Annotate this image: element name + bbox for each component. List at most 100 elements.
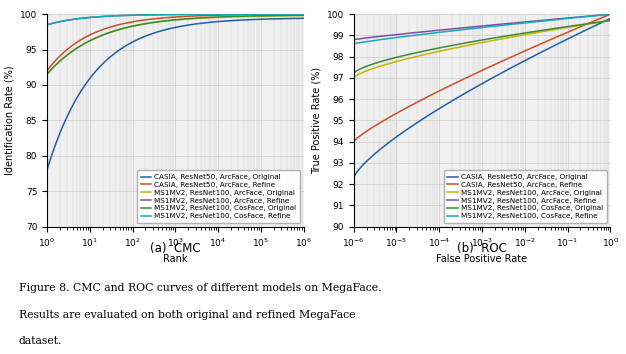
MS1MV2, ResNet100, ArcFace, Original — [59, 57, 66, 61]
CASIA, ResNet50, ArcFace, Refine — [43, 69, 51, 73]
MS1MV2, ResNet100, CosFace, Refine — [192, 12, 200, 17]
MS1MV2, ResNet100, ArcFace, Original — [207, 16, 214, 20]
MS1MV2, ResNet100, CosFace, Refine — [199, 12, 207, 16]
MS1MV2, ResNet100, CosFace, Original — [607, 18, 614, 23]
CASIA, ResNet50, ArcFace, Refine — [192, 14, 200, 18]
MS1MV2, ResNet100, CosFace, Original — [499, 34, 506, 39]
MS1MV2, ResNet100, ArcFace, Refine — [59, 19, 66, 23]
Line: MS1MV2, ResNet100, ArcFace, Original: MS1MV2, ResNet100, ArcFace, Original — [354, 21, 610, 78]
MS1MV2, ResNet100, CosFace, Refine — [300, 12, 307, 16]
CASIA, ResNet50, ArcFace, Refine — [207, 13, 214, 18]
X-axis label: Rank: Rank — [163, 254, 188, 264]
MS1MV2, ResNet100, CosFace, Refine — [366, 39, 373, 43]
MS1MV2, ResNet100, ArcFace, Refine — [506, 21, 513, 25]
Y-axis label: True Positive Rate (%): True Positive Rate (%) — [311, 67, 321, 174]
MS1MV2, ResNet100, CosFace, Refine — [607, 12, 614, 16]
Line: MS1MV2, ResNet100, ArcFace, Refine: MS1MV2, ResNet100, ArcFace, Refine — [354, 14, 610, 40]
Line: CASIA, ResNet50, ArcFace, Original: CASIA, ResNet50, ArcFace, Original — [47, 18, 304, 170]
MS1MV2, ResNet100, CosFace, Original — [366, 63, 373, 67]
CASIA, ResNet50, ArcFace, Original — [192, 22, 200, 26]
MS1MV2, ResNet100, ArcFace, Refine — [207, 12, 214, 16]
MS1MV2, ResNet100, CosFace, Original — [238, 14, 245, 18]
MS1MV2, ResNet100, ArcFace, Original — [513, 34, 521, 38]
MS1MV2, ResNet100, ArcFace, Original — [199, 16, 207, 20]
Line: CASIA, ResNet50, ArcFace, Refine: CASIA, ResNet50, ArcFace, Refine — [354, 14, 610, 142]
MS1MV2, ResNet100, CosFace, Original — [545, 27, 552, 32]
CASIA, ResNet50, ArcFace, Original — [499, 70, 506, 74]
CASIA, ResNet50, ArcFace, Refine — [513, 52, 521, 57]
CASIA, ResNet50, ArcFace, Refine — [264, 12, 272, 17]
MS1MV2, ResNet100, ArcFace, Original — [264, 14, 272, 18]
MS1MV2, ResNet100, CosFace, Original — [571, 23, 578, 28]
Line: CASIA, ResNet50, ArcFace, Original: CASIA, ResNet50, ArcFace, Original — [354, 18, 610, 178]
CASIA, ResNet50, ArcFace, Original — [199, 21, 207, 25]
MS1MV2, ResNet100, ArcFace, Refine — [571, 15, 578, 19]
MS1MV2, ResNet100, CosFace, Original — [43, 72, 51, 76]
Legend: CASIA, ResNet50, ArcFace, Original, CASIA, ResNet50, ArcFace, Refine, MS1MV2, Re: CASIA, ResNet50, ArcFace, Original, CASI… — [137, 170, 300, 223]
MS1MV2, ResNet100, CosFace, Refine — [499, 23, 506, 27]
MS1MV2, ResNet100, ArcFace, Refine — [513, 21, 521, 25]
MS1MV2, ResNet100, ArcFace, Original — [571, 24, 578, 28]
CASIA, ResNet50, ArcFace, Refine — [238, 13, 245, 17]
Line: MS1MV2, ResNet100, ArcFace, Refine: MS1MV2, ResNet100, ArcFace, Refine — [47, 14, 304, 25]
CASIA, ResNet50, ArcFace, Original — [607, 16, 614, 21]
MS1MV2, ResNet100, ArcFace, Original — [545, 29, 552, 33]
MS1MV2, ResNet100, ArcFace, Original — [238, 15, 245, 19]
Text: (b)  ROC: (b) ROC — [457, 242, 507, 256]
MS1MV2, ResNet100, CosFace, Refine — [506, 22, 513, 27]
CASIA, ResNet50, ArcFace, Original — [207, 20, 214, 24]
MS1MV2, ResNet100, ArcFace, Refine — [545, 18, 552, 22]
MS1MV2, ResNet100, CosFace, Original — [506, 33, 513, 38]
MS1MV2, ResNet100, ArcFace, Refine — [238, 12, 245, 16]
CASIA, ResNet50, ArcFace, Original — [43, 168, 51, 172]
MS1MV2, ResNet100, ArcFace, Original — [43, 72, 51, 76]
CASIA, ResNet50, ArcFace, Refine — [571, 27, 578, 32]
CASIA, ResNet50, ArcFace, Original — [506, 67, 513, 71]
MS1MV2, ResNet100, ArcFace, Refine — [199, 12, 207, 16]
MS1MV2, ResNet100, ArcFace, Original — [192, 16, 200, 21]
Line: MS1MV2, ResNet100, CosFace, Refine: MS1MV2, ResNet100, CosFace, Refine — [354, 14, 610, 44]
CASIA, ResNet50, ArcFace, Refine — [607, 12, 614, 16]
MS1MV2, ResNet100, CosFace, Original — [192, 16, 200, 20]
MS1MV2, ResNet100, CosFace, Refine — [350, 42, 357, 46]
MS1MV2, ResNet100, CosFace, Refine — [264, 12, 272, 16]
MS1MV2, ResNet100, CosFace, Refine — [513, 22, 521, 26]
X-axis label: False Positive Rate: False Positive Rate — [436, 254, 528, 264]
CASIA, ResNet50, ArcFace, Original — [264, 17, 272, 21]
MS1MV2, ResNet100, CosFace, Refine — [43, 23, 51, 27]
CASIA, ResNet50, ArcFace, Refine — [366, 127, 373, 131]
CASIA, ResNet50, ArcFace, Original — [366, 156, 373, 161]
Text: Results are evaluated on both original and refined MegaFace: Results are evaluated on both original a… — [19, 310, 356, 320]
MS1MV2, ResNet100, ArcFace, Refine — [264, 12, 272, 16]
MS1MV2, ResNet100, ArcFace, Refine — [607, 12, 614, 16]
MS1MV2, ResNet100, CosFace, Original — [300, 13, 307, 17]
CASIA, ResNet50, ArcFace, Original — [350, 176, 357, 180]
MS1MV2, ResNet100, CosFace, Original — [199, 16, 207, 20]
Text: Figure 8. CMC and ROC curves of different models on MegaFace.: Figure 8. CMC and ROC curves of differen… — [19, 283, 381, 293]
CASIA, ResNet50, ArcFace, Refine — [59, 51, 66, 56]
CASIA, ResNet50, ArcFace, Original — [300, 16, 307, 21]
CASIA, ResNet50, ArcFace, Original — [513, 63, 521, 67]
CASIA, ResNet50, ArcFace, Original — [238, 18, 245, 22]
Line: MS1MV2, ResNet100, CosFace, Original: MS1MV2, ResNet100, CosFace, Original — [354, 21, 610, 74]
MS1MV2, ResNet100, ArcFace, Refine — [366, 35, 373, 40]
MS1MV2, ResNet100, CosFace, Original — [513, 32, 521, 36]
MS1MV2, ResNet100, ArcFace, Original — [499, 36, 506, 41]
MS1MV2, ResNet100, CosFace, Refine — [207, 12, 214, 16]
Legend: CASIA, ResNet50, ArcFace, Original, CASIA, ResNet50, ArcFace, Refine, MS1MV2, Re: CASIA, ResNet50, ArcFace, Original, CASI… — [444, 170, 607, 223]
CASIA, ResNet50, ArcFace, Refine — [506, 56, 513, 60]
MS1MV2, ResNet100, CosFace, Original — [207, 15, 214, 19]
MS1MV2, ResNet100, CosFace, Original — [59, 57, 66, 61]
MS1MV2, ResNet100, ArcFace, Refine — [499, 22, 506, 26]
Text: dataset.: dataset. — [19, 336, 62, 346]
Text: (a)  CMC: (a) CMC — [150, 242, 200, 256]
Line: MS1MV2, ResNet100, ArcFace, Original: MS1MV2, ResNet100, ArcFace, Original — [47, 16, 304, 74]
MS1MV2, ResNet100, ArcFace, Refine — [43, 23, 51, 27]
MS1MV2, ResNet100, CosFace, Refine — [238, 12, 245, 16]
CASIA, ResNet50, ArcFace, Original — [59, 124, 66, 129]
CASIA, ResNet50, ArcFace, Refine — [545, 39, 552, 43]
MS1MV2, ResNet100, CosFace, Original — [350, 72, 357, 76]
MS1MV2, ResNet100, ArcFace, Refine — [300, 12, 307, 16]
CASIA, ResNet50, ArcFace, Original — [545, 46, 552, 51]
Line: MS1MV2, ResNet100, CosFace, Original: MS1MV2, ResNet100, CosFace, Original — [47, 15, 304, 74]
